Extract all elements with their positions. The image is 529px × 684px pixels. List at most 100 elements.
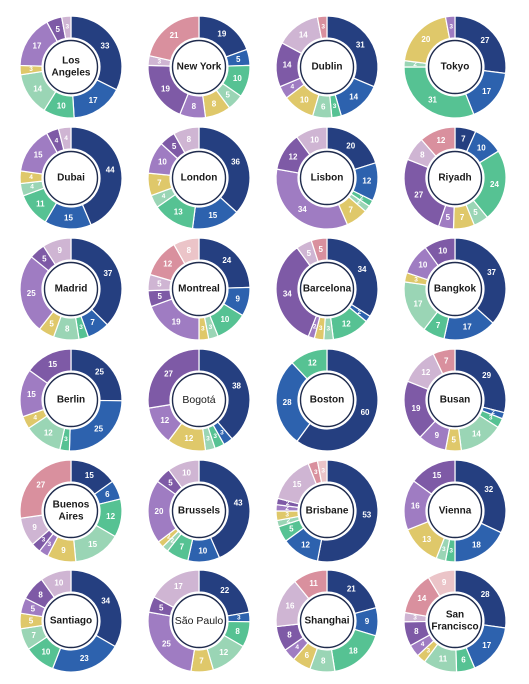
donut-title: Brisbane	[306, 506, 349, 517]
donut-value-label: 15	[293, 480, 302, 489]
donut-value-label: 15	[48, 360, 57, 369]
donut-slice	[296, 348, 379, 452]
donut-value-label: 34	[283, 290, 292, 299]
donut-value-label: 23	[80, 654, 89, 663]
donut-value-label: 25	[94, 424, 103, 433]
donut-value-label: 10	[233, 74, 242, 83]
donut-slice	[173, 126, 200, 154]
donut-slice	[40, 569, 72, 599]
donut-value-label: 15	[432, 471, 441, 480]
donut-title: Buenos Aires	[53, 500, 90, 523]
donut-value-label: 3	[48, 541, 52, 548]
donut-value-label: 12	[421, 368, 430, 377]
donut-value-label: 9	[61, 546, 66, 555]
donut-value-label: 17	[33, 41, 42, 50]
donut-title: Bangkok	[434, 284, 477, 295]
donut-value-label: 17	[89, 96, 98, 105]
donut-value-label: 3	[413, 614, 417, 621]
donut-value-label: 5	[158, 292, 163, 301]
donut-value-label: 37	[487, 268, 496, 277]
donut-value-label: 3	[29, 66, 33, 73]
donut-value-label: 44	[106, 165, 115, 174]
donut-value-label: 9	[235, 295, 240, 304]
donut-center	[427, 150, 483, 206]
donut-value-label: 8	[321, 656, 326, 665]
donut-slice	[316, 459, 328, 484]
donut-value-label: 27	[36, 480, 45, 489]
donut-value-label: 12	[308, 358, 317, 367]
donut-value-label: 2	[357, 199, 361, 206]
donut-value-label: 21	[347, 585, 356, 594]
donut-value-label: 9	[365, 617, 370, 626]
donut-value-label: 27	[164, 370, 173, 379]
donut-value-label: 4	[295, 644, 299, 651]
donut-value-label: 15	[208, 211, 217, 220]
donut-value-label: 5	[473, 208, 478, 217]
donut-value-label: 4	[33, 414, 37, 421]
donut-value-label: 14	[472, 429, 481, 438]
donut-value-label: 22	[220, 586, 229, 595]
donut-value-label: 17	[414, 300, 423, 309]
donut-value-label: 13	[422, 535, 431, 544]
donut-value-label: 3	[319, 325, 323, 332]
donut-value-label: 5	[307, 249, 312, 258]
donut-center	[43, 483, 99, 539]
donut-value-label: 7	[180, 543, 185, 552]
donut-value-label: 12	[106, 512, 115, 521]
donut-value-label: 17	[482, 87, 491, 96]
donut-value-label: 19	[161, 84, 170, 93]
donut-slice	[295, 126, 328, 156]
donut-value-label: 2	[358, 309, 362, 316]
donut-title: Lisbon	[311, 173, 344, 184]
donut-center	[427, 261, 483, 317]
donut-value-label: 28	[283, 398, 292, 407]
donut-value-label: 3	[414, 276, 418, 283]
donut-value-label: 8	[65, 324, 70, 333]
donut-value-label: 2	[313, 324, 317, 331]
donut-value-label: 19	[172, 317, 181, 326]
donut-value-label: 3	[333, 103, 337, 110]
donut-value-label: 3	[42, 536, 46, 543]
donut-center	[171, 39, 227, 95]
donut-title: Berlin	[57, 395, 85, 406]
donut-value-label: 10	[158, 157, 167, 166]
donut-title: Tokyo	[441, 62, 470, 73]
donut-value-label: 14	[33, 85, 42, 94]
donut-title: Barcelona	[303, 284, 352, 295]
donut-slice	[316, 459, 379, 563]
donut-center	[171, 593, 227, 649]
donut-value-label: 8	[187, 246, 192, 255]
donut-value-label: 2	[286, 500, 290, 507]
donut-value-label: 2	[171, 537, 175, 544]
donut-value-label: 24	[222, 256, 231, 265]
donut-center	[427, 372, 483, 428]
donut-value-label: 8	[420, 150, 425, 159]
donut-chart-sao-paulo: 22 3 8 12 7 25 5 17 São Paulo	[147, 569, 251, 673]
donut-slice	[412, 459, 456, 495]
donut-value-label: 5	[55, 25, 60, 34]
donut-value-label: 20	[346, 141, 355, 150]
donut-value-label: 10	[418, 261, 427, 270]
donut-value-label: 53	[362, 510, 371, 519]
donut-slice	[147, 348, 200, 409]
donut-value-label: 4	[291, 84, 295, 91]
donut-value-label: 3	[314, 469, 318, 476]
donut-title: Dublin	[311, 62, 342, 73]
donut-value-label: 10	[41, 648, 50, 657]
donut-value-label: 9	[32, 523, 37, 532]
donut-value-label: 10	[57, 101, 66, 110]
donut-value-label: 3	[213, 433, 217, 440]
donut-value-label: 37	[103, 269, 112, 278]
donut-center	[43, 261, 99, 317]
donut-slice	[275, 246, 318, 338]
donut-center	[171, 372, 227, 428]
donut-value-label: 3	[64, 436, 68, 443]
